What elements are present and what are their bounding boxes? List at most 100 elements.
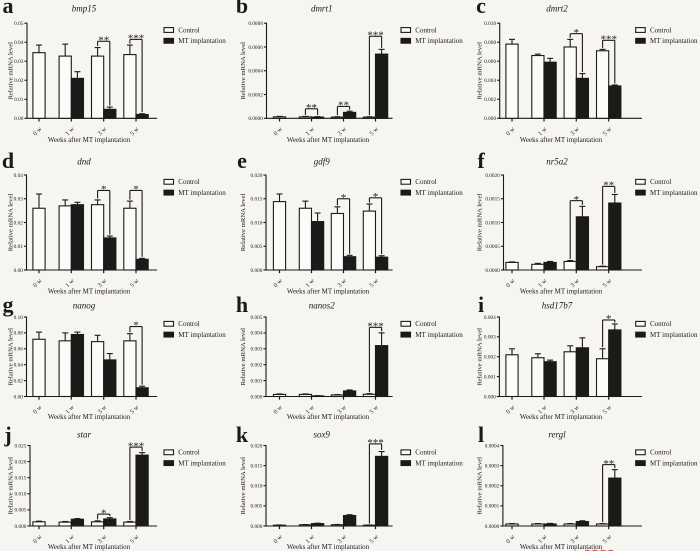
svg-text:Control: Control (178, 178, 199, 186)
svg-text:0.010: 0.010 (250, 220, 262, 226)
svg-text:*: * (574, 27, 580, 39)
svg-text:3 w: 3 w (336, 404, 348, 416)
svg-text:5 w: 5 w (602, 533, 614, 545)
svg-text:Relative mRNA level: Relative mRNA level (8, 42, 15, 100)
svg-text:0.0020: 0.0020 (485, 173, 500, 179)
svg-text:5 w: 5 w (368, 404, 380, 416)
svg-text:0.010: 0.010 (250, 484, 262, 490)
svg-text:3 w: 3 w (569, 125, 581, 137)
svg-text:0.02: 0.02 (14, 220, 24, 226)
svg-text:nr5a2: nr5a2 (546, 157, 568, 167)
svg-text:Weeks after MT implantation: Weeks after MT implantation (520, 413, 603, 421)
svg-text:0.04: 0.04 (14, 363, 24, 369)
svg-text:0.000: 0.000 (250, 394, 262, 400)
svg-text:Relative mRNA level: Relative mRNA level (477, 457, 484, 515)
svg-text:1 w: 1 w (64, 125, 76, 137)
svg-text:0.001: 0.001 (250, 378, 262, 384)
svg-text:Weeks after MT implantation: Weeks after MT implantation (48, 288, 131, 296)
svg-text:**: ** (603, 180, 614, 192)
svg-text:0.003: 0.003 (484, 335, 496, 341)
svg-text:Weeks after MT implantation: Weeks after MT implantation (48, 543, 131, 551)
svg-text:0.025: 0.025 (14, 443, 26, 449)
svg-text:3 w: 3 w (97, 404, 109, 416)
svg-text:0.005: 0.005 (250, 315, 262, 321)
svg-text:Control: Control (650, 26, 671, 34)
svg-text:dnd: dnd (77, 157, 91, 167)
svg-text:sox9: sox9 (313, 430, 330, 440)
svg-text:***: *** (367, 29, 384, 41)
svg-text:MT implantation: MT implantation (415, 331, 463, 339)
svg-text:i: i (478, 292, 484, 317)
svg-text:0.000: 0.000 (484, 394, 496, 400)
svg-text:MT implantation: MT implantation (650, 459, 698, 467)
svg-text:Relative mRNA level: Relative mRNA level (477, 328, 484, 386)
svg-text:0.020: 0.020 (14, 459, 26, 465)
svg-text:0.010: 0.010 (14, 492, 26, 498)
svg-text:Weeks after MT implantation: Weeks after MT implantation (48, 413, 131, 421)
svg-text:f: f (477, 148, 485, 173)
svg-text:0.02: 0.02 (14, 378, 24, 384)
svg-text:0 w: 0 w (505, 404, 517, 416)
svg-text:0.0002: 0.0002 (485, 484, 500, 490)
svg-text:Weeks after MT implantation: Weeks after MT implantation (520, 288, 603, 296)
svg-text:nanos2: nanos2 (309, 301, 336, 311)
svg-text:bmp15: bmp15 (72, 4, 97, 14)
svg-text:0 w: 0 w (32, 404, 44, 416)
svg-text:MT implantation: MT implantation (178, 459, 226, 467)
svg-text:Relative mRNA level: Relative mRNA level (477, 194, 484, 252)
svg-text:MT implantation: MT implantation (650, 331, 698, 339)
svg-text:0.004: 0.004 (484, 315, 496, 321)
svg-text:*: * (133, 320, 139, 332)
svg-text:Control: Control (650, 320, 671, 328)
svg-text:0.0006: 0.0006 (248, 45, 263, 51)
svg-text:Weeks after MT implantation: Weeks after MT implantation (287, 288, 370, 296)
svg-text:0.0004: 0.0004 (248, 69, 263, 75)
svg-text:0.020: 0.020 (250, 173, 262, 179)
svg-text:k: k (236, 422, 249, 447)
svg-text:0.0000: 0.0000 (485, 268, 500, 274)
svg-text:Relative mRNA level: Relative mRNA level (8, 457, 15, 515)
svg-text:g: g (3, 292, 14, 317)
svg-text:5 w: 5 w (129, 404, 141, 416)
svg-text:Control: Control (178, 26, 199, 34)
svg-text:***: *** (128, 440, 145, 452)
svg-text:0.000: 0.000 (250, 268, 262, 274)
svg-text:0.001: 0.001 (484, 374, 496, 380)
svg-text:1 w: 1 w (537, 125, 549, 137)
svg-text:***: *** (600, 34, 617, 46)
svg-text:0.08: 0.08 (14, 331, 24, 337)
svg-text:MT implantation: MT implantation (415, 189, 463, 197)
svg-text:MT implantation: MT implantation (178, 331, 226, 339)
svg-text:Weeks after MT implantation: Weeks after MT implantation (287, 543, 370, 551)
svg-text:MT implantation: MT implantation (650, 189, 698, 197)
svg-text:0.00: 0.00 (14, 394, 24, 400)
svg-text:rergl: rergl (548, 430, 566, 440)
svg-text:MT implantation: MT implantation (415, 37, 463, 45)
svg-text:j: j (3, 422, 11, 447)
svg-text:0 w: 0 w (505, 533, 517, 545)
svg-text:0.0005: 0.0005 (485, 244, 500, 250)
svg-text:3 w: 3 w (569, 404, 581, 416)
svg-text:0 w: 0 w (272, 277, 284, 289)
svg-text:***: *** (128, 33, 145, 45)
svg-text:0.0010: 0.0010 (485, 220, 500, 226)
svg-text:nanog: nanog (73, 301, 96, 311)
svg-text:Control: Control (178, 449, 199, 457)
svg-text:1 w: 1 w (537, 404, 549, 416)
svg-text:0.02: 0.02 (14, 78, 24, 84)
svg-text:*: * (341, 192, 347, 204)
svg-text:0.020: 0.020 (250, 443, 262, 449)
svg-text:0.0003: 0.0003 (485, 463, 500, 469)
svg-text:Control: Control (415, 178, 436, 186)
svg-text:0.000: 0.000 (484, 116, 496, 122)
svg-text:0.015: 0.015 (250, 463, 262, 469)
svg-text:**: ** (603, 458, 614, 470)
svg-text:0.015: 0.015 (14, 476, 26, 482)
svg-text:*: * (606, 313, 612, 325)
svg-text:0 w: 0 w (505, 277, 517, 289)
svg-text:0.015: 0.015 (250, 197, 262, 203)
svg-text:0.0001: 0.0001 (485, 504, 500, 510)
svg-text:b: b (236, 0, 248, 18)
svg-text:5 w: 5 w (602, 125, 614, 137)
svg-text:**: ** (98, 34, 109, 46)
